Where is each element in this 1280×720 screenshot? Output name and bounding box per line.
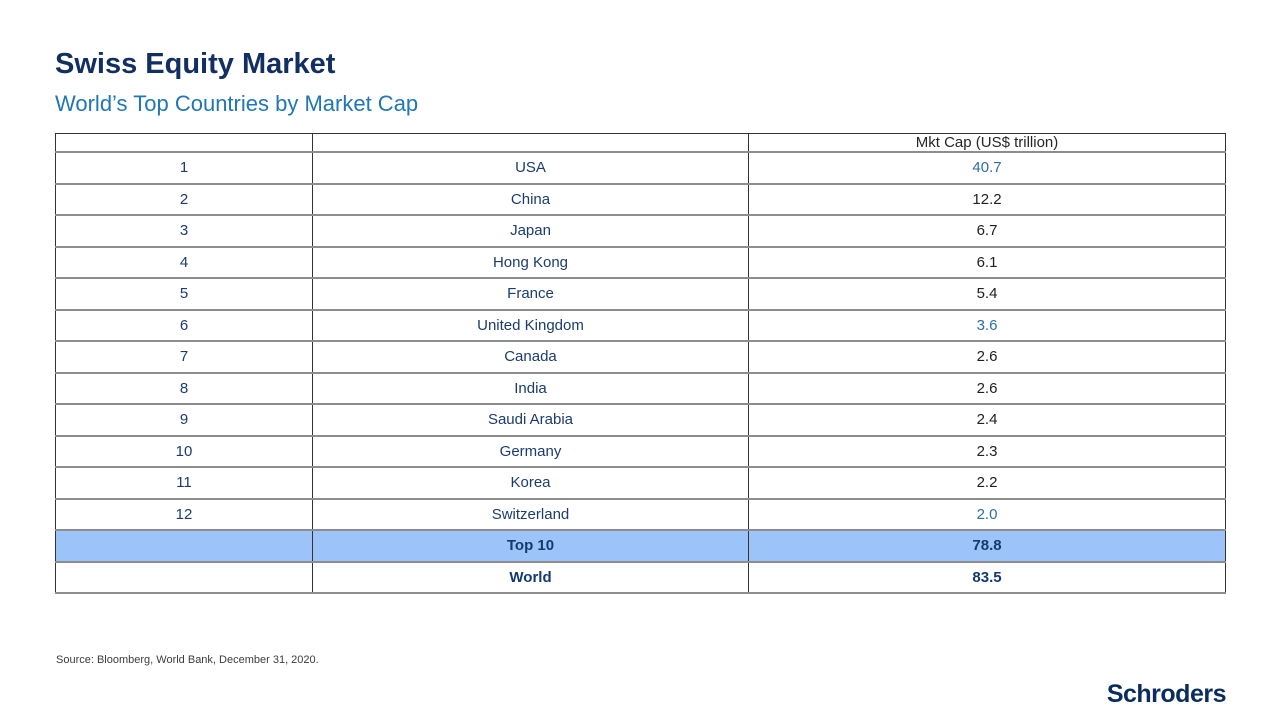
- table-row: 5 France 5.4: [55, 277, 1226, 311]
- header-mktcap-cell: Mkt Cap (US$ trillion): [748, 133, 1226, 153]
- table-row: 3 Japan 6.7: [55, 214, 1226, 248]
- total-row: Top 10 78.8: [55, 529, 1226, 563]
- value-cell: 2.4: [748, 403, 1226, 437]
- page-title: Swiss Equity Market: [55, 48, 336, 80]
- rank-cell: 9: [55, 403, 313, 437]
- country-cell: Switzerland: [312, 497, 749, 531]
- country-cell: Germany: [312, 434, 749, 468]
- rank-cell: 7: [55, 340, 313, 374]
- value-cell: 2.6: [748, 340, 1226, 374]
- value-cell: 12.2: [748, 182, 1226, 216]
- country-cell: France: [312, 277, 749, 311]
- country-cell: India: [312, 371, 749, 405]
- value-cell: 2.3: [748, 434, 1226, 468]
- value-cell: 3.6: [748, 308, 1226, 342]
- value-cell: 40.7: [748, 151, 1226, 185]
- rank-cell: 4: [55, 245, 313, 279]
- country-cell: Saudi Arabia: [312, 403, 749, 437]
- rank-cell: 1: [55, 151, 313, 185]
- country-cell: United Kingdom: [312, 308, 749, 342]
- rank-cell: 12: [55, 497, 313, 531]
- table-row: 7 Canada 2.6: [55, 340, 1226, 374]
- country-cell: Korea: [312, 466, 749, 500]
- table-row: 10 Germany 2.3: [55, 434, 1226, 468]
- country-cell: USA: [312, 151, 749, 185]
- table-row: 12 Switzerland 2.0: [55, 497, 1226, 531]
- rank-cell: 11: [55, 466, 313, 500]
- rank-cell: 5: [55, 277, 313, 311]
- total-label-cell: Top 10: [312, 529, 749, 563]
- rank-cell: 6: [55, 308, 313, 342]
- rank-cell: 3: [55, 214, 313, 248]
- table-row: 4 Hong Kong 6.1: [55, 245, 1226, 279]
- table-row: 9 Saudi Arabia 2.4: [55, 403, 1226, 437]
- country-cell: Canada: [312, 340, 749, 374]
- rank-cell: 8: [55, 371, 313, 405]
- total-empty-cell: [55, 560, 313, 594]
- rank-cell: 2: [55, 182, 313, 216]
- value-cell: 2.6: [748, 371, 1226, 405]
- total-value-cell: 83.5: [748, 560, 1226, 594]
- market-cap-table: Mkt Cap (US$ trillion) 1 USA 40.7 2 China 12.…: [55, 133, 1226, 594]
- table-row: 11 Korea 2.2: [55, 466, 1226, 500]
- country-cell: China: [312, 182, 749, 216]
- total-label-cell: World: [312, 560, 749, 594]
- schroders-logo: Schroders: [1106, 680, 1227, 708]
- source-note: Source: Bloomberg, World Bank, December …: [56, 654, 319, 666]
- value-cell: 6.1: [748, 245, 1226, 279]
- table-row: 2 China 12.2: [55, 182, 1226, 216]
- header-rank-cell: [55, 133, 313, 153]
- country-cell: Japan: [312, 214, 749, 248]
- value-cell: 5.4: [748, 277, 1226, 311]
- value-cell: 2.0: [748, 497, 1226, 531]
- value-cell: 2.2: [748, 466, 1226, 500]
- rank-cell: 10: [55, 434, 313, 468]
- table-header-row: Mkt Cap (US$ trillion): [55, 133, 1226, 153]
- header-country-cell: [312, 133, 749, 153]
- total-value-cell: 78.8: [748, 529, 1226, 563]
- table-row: 6 United Kingdom 3.6: [55, 308, 1226, 342]
- total-empty-cell: [55, 529, 313, 563]
- table-row: 8 India 2.6: [55, 371, 1226, 405]
- page-subtitle: World’s Top Countries by Market Cap: [55, 91, 419, 116]
- country-cell: Hong Kong: [312, 245, 749, 279]
- value-cell: 6.7: [748, 214, 1226, 248]
- table-row: 1 USA 40.7: [55, 151, 1226, 185]
- total-row: World 83.5: [55, 560, 1226, 594]
